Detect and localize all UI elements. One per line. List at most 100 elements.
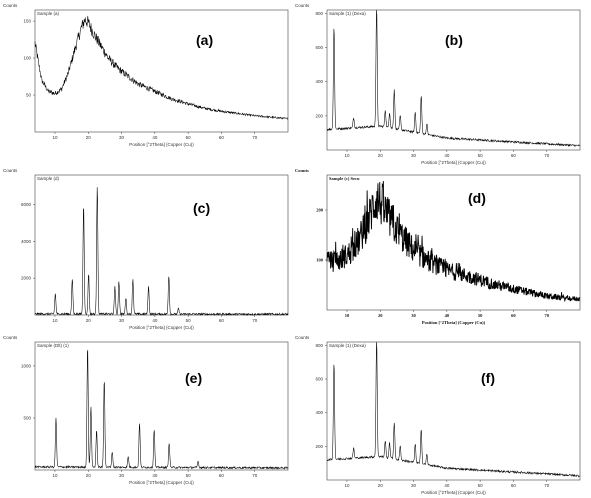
y-tick-label: 200 — [315, 113, 323, 118]
x-tick-label: 10 — [345, 313, 350, 318]
counts-label: Counts — [3, 335, 18, 340]
x-tick-label: 40 — [152, 473, 158, 478]
panel-a: Counts Sample (a) 10 20 30 40 50 60 70 50 100 150 Po… — [3, 3, 289, 147]
x-tick-label: 50 — [186, 135, 192, 140]
panel-b: Counts Sample (1) (Dexa) 10 20 30 40 50 60 70 200… — [295, 3, 581, 165]
panel-letter: (c) — [193, 200, 210, 216]
x-tick-label: 70 — [252, 135, 258, 140]
x-tick-label: 60 — [219, 318, 225, 323]
counts-label: Counts — [3, 168, 18, 173]
series-line — [326, 9, 581, 148]
x-tick-label: 50 — [186, 318, 192, 323]
x-tick-label: 10 — [52, 135, 58, 140]
x-tick-label: 20 — [86, 473, 92, 478]
sample-label: Sample (a) — [37, 11, 60, 16]
x-tick-label: 20 — [378, 153, 384, 158]
x-tick-label: 40 — [444, 153, 450, 158]
x-tick-label: 50 — [478, 153, 484, 158]
y-tick-label: 50 — [26, 93, 32, 98]
x-tick-label: 40 — [445, 313, 450, 318]
y-tick-label: 4000 — [21, 239, 32, 244]
x-tick-label: 50 — [478, 313, 483, 318]
x-tick-label: 60 — [511, 483, 517, 488]
x-tick-label: 40 — [152, 135, 158, 140]
x-tick-label: 70 — [544, 313, 549, 318]
y-tick-label: 500 — [23, 415, 31, 420]
series-line — [34, 187, 289, 317]
x-axis-label: Position [°2Theta] (Copper (Cu)) — [129, 142, 194, 147]
plot-frame — [326, 9, 581, 151]
y-tick-label: 200 — [315, 444, 323, 449]
x-axis-label: Position [°2Theta] (Copper (Cu)) — [129, 480, 194, 485]
x-tick-label: 20 — [378, 313, 383, 318]
panel-e: Counts Sample (Dlt) (1) 10 20 30 40 50 60 70 500 1… — [3, 335, 289, 485]
plot-frame — [34, 341, 289, 471]
x-tick-label: 30 — [411, 313, 416, 318]
y-tick-label: 600 — [315, 45, 323, 50]
x-tick-label: 60 — [511, 313, 516, 318]
y-tick-label: 100 — [316, 258, 324, 263]
x-tick-label: 30 — [119, 135, 125, 140]
y-tick-label: 6000 — [21, 202, 32, 207]
x-tick-label: 10 — [344, 153, 350, 158]
sample-label: Sample (1) (Dexa) — [329, 11, 366, 16]
counts-label: Counts — [295, 335, 310, 340]
panel-letter: (e) — [185, 370, 202, 386]
x-tick-label: 60 — [219, 135, 225, 140]
x-tick-label: 10 — [344, 483, 350, 488]
y-tick-label: 200 — [316, 208, 324, 213]
x-tick-label: 40 — [444, 483, 450, 488]
panel-d: Counts Sample (c) Secu 10 20 30 40 50 60 70 100 20… — [295, 168, 581, 325]
sample-label: Sample (c) Secu — [329, 176, 360, 181]
plot-frame — [34, 9, 289, 133]
x-tick-label: 50 — [186, 473, 192, 478]
x-axis-label: Position [°2Theta] (Copper (Cu)) — [421, 490, 486, 495]
plot-frame — [326, 174, 581, 311]
x-tick-label: 20 — [86, 135, 92, 140]
sample-label: Sample (d) — [37, 176, 60, 181]
x-tick-label: 60 — [511, 153, 517, 158]
y-tick-label: 2000 — [21, 276, 32, 281]
panel-letter: (b) — [445, 32, 463, 48]
x-tick-label: 70 — [544, 153, 550, 158]
x-axis-label: Position [°2Theta] (Copper (Cu)) — [129, 325, 194, 330]
y-tick-label: 100 — [23, 56, 31, 61]
counts-label: Counts — [295, 168, 309, 173]
panel-letter: (a) — [196, 32, 213, 48]
y-tick-label: 800 — [315, 343, 323, 348]
y-tick-label: 800 — [315, 11, 323, 16]
counts-label: Counts — [295, 3, 310, 8]
series-line — [326, 181, 581, 303]
x-tick-label: 20 — [378, 483, 384, 488]
panel-letter: (f) — [481, 370, 495, 386]
x-tick-label: 30 — [119, 473, 125, 478]
x-axis-label: Position [°2Theta] (Copper (Cu)) — [421, 160, 486, 165]
panel-c: Counts Sample (d) 10 20 30 40 50 60 70 2000 4000 60… — [3, 168, 289, 330]
x-tick-label: 20 — [86, 318, 92, 323]
x-tick-label: 10 — [52, 318, 58, 323]
x-tick-label: 70 — [252, 318, 258, 323]
x-tick-label: 50 — [478, 483, 484, 488]
plot-frame — [34, 174, 289, 316]
x-tick-label: 30 — [119, 318, 125, 323]
series-line — [327, 341, 581, 478]
y-tick-label: 1000 — [21, 363, 32, 368]
x-tick-label: 10 — [52, 473, 58, 478]
x-tick-label: 30 — [411, 483, 417, 488]
y-tick-label: 400 — [315, 79, 323, 84]
y-tick-label: 400 — [315, 410, 323, 415]
x-tick-label: 60 — [219, 473, 225, 478]
series-line — [34, 15, 289, 120]
x-axis-label: Position [°2Theta] (Copper (Cu)) — [422, 320, 486, 325]
panel-f: Counts Sample (1) (Dexa) 10 20 30 40 50 60 70 200… — [295, 335, 581, 495]
series-line — [34, 350, 289, 470]
x-tick-label: 30 — [411, 153, 417, 158]
sample-label: Sample (1) (Dexa) — [329, 343, 366, 348]
y-tick-label: 600 — [315, 377, 323, 382]
counts-label: Counts — [3, 3, 18, 8]
x-tick-label: 70 — [252, 473, 258, 478]
plot-frame — [326, 341, 581, 481]
x-tick-label: 40 — [152, 318, 158, 323]
x-tick-label: 70 — [544, 483, 550, 488]
